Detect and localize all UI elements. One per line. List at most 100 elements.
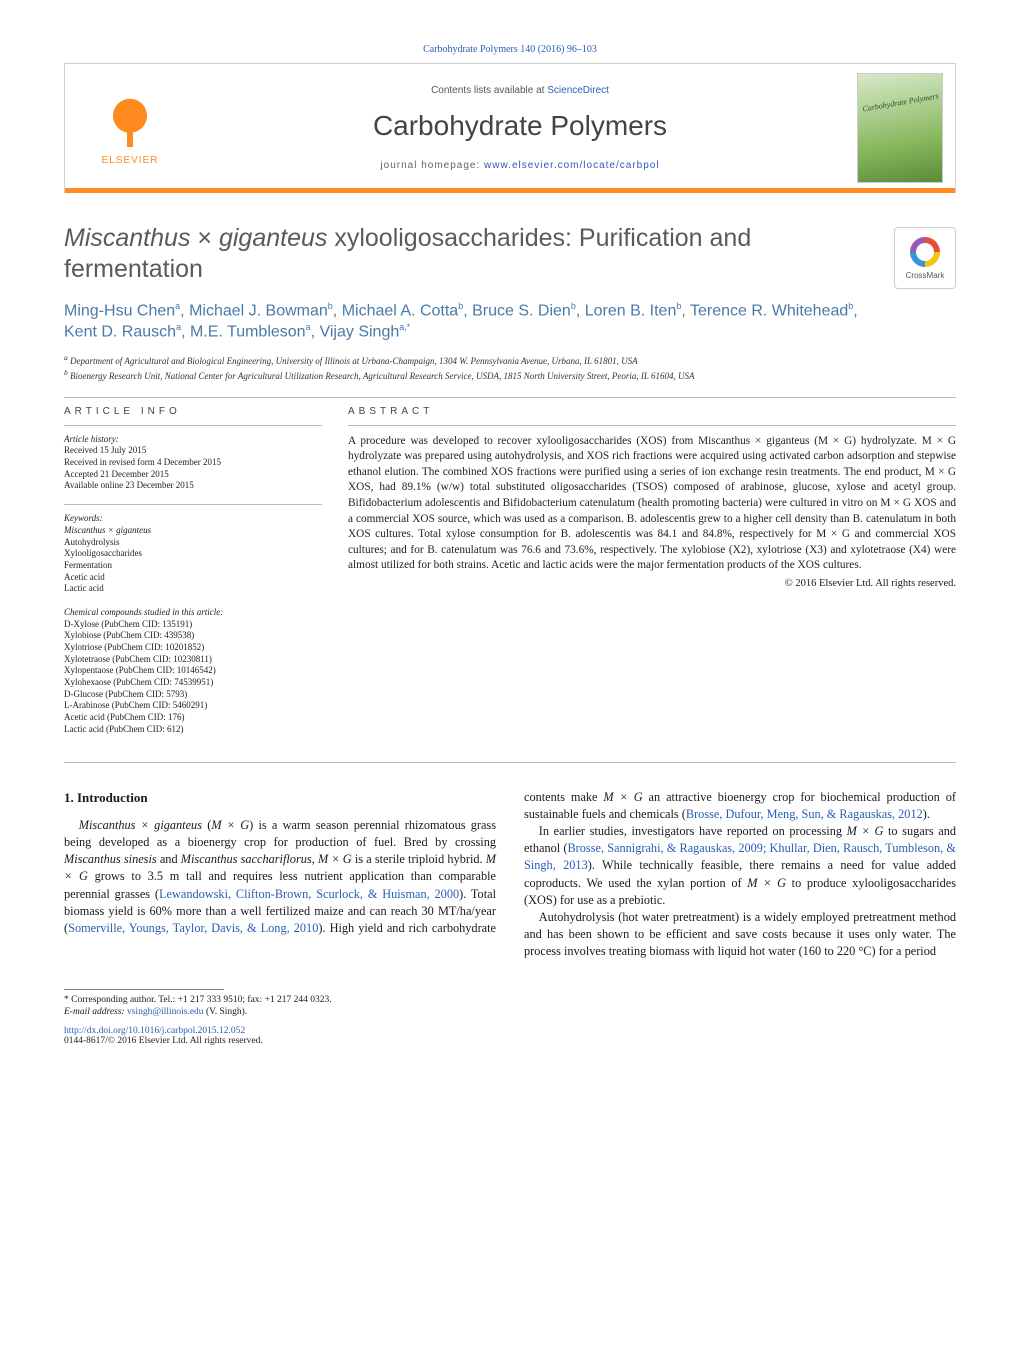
crossmark-icon	[910, 237, 940, 267]
author: Ming-Hsu Chen	[64, 302, 175, 319]
keyword: Xylooligosaccharides	[64, 548, 322, 560]
journal-name: Carbohydrate Polymers	[373, 110, 667, 142]
compound: Xylotriose (PubChem CID: 10201852)	[64, 642, 322, 654]
homepage-link[interactable]: www.elsevier.com/locate/carbpol	[484, 160, 660, 171]
paragraph: In earlier studies, investigators have r…	[524, 823, 956, 909]
text: is a sterile triploid hybrid.	[352, 852, 486, 866]
orange-rule	[65, 188, 955, 193]
header-center: Contents lists available at ScienceDirec…	[195, 64, 845, 192]
article-history: Article history: Received 15 July 2015 R…	[64, 434, 322, 492]
text: M × G	[847, 824, 884, 838]
doi-link[interactable]: http://dx.doi.org/10.1016/j.carbpol.2015…	[64, 1026, 956, 1036]
author: , Michael A. Cotta	[333, 302, 458, 319]
authors-list: Ming-Hsu Chena, Michael J. Bowmanb, Mich…	[64, 300, 884, 344]
affil-marker: a	[64, 353, 68, 362]
title-italic-1: Miscanthus	[64, 224, 190, 252]
publisher-logo-box: ELSEVIER	[65, 64, 195, 192]
text: (	[202, 818, 211, 832]
compound: D-Xylose (PubChem CID: 135191)	[64, 619, 322, 631]
corr-text: Corresponding author. Tel.: +1 217 333 9…	[71, 995, 332, 1005]
author: , Loren B. Iten	[576, 302, 677, 319]
text: Miscanthus × giganteus	[79, 818, 202, 832]
text: M × G	[603, 790, 642, 804]
history-line: Available online 23 December 2015	[64, 480, 322, 492]
text: M × G	[747, 876, 786, 890]
divider	[348, 425, 956, 426]
keyword: Fermentation	[64, 560, 322, 572]
email-line: E-mail address: vsingh@illinois.edu (V. …	[64, 1006, 510, 1018]
history-head: Article history:	[64, 434, 322, 446]
compound: Xylotetraose (PubChem CID: 10230811)	[64, 654, 322, 666]
history-line: Received in revised form 4 December 2015	[64, 457, 322, 469]
keyword: Acetic acid	[64, 572, 322, 584]
section-heading-introduction: 1. Introduction	[64, 789, 496, 807]
affil-sup: a,*	[399, 322, 410, 332]
compound: Lactic acid (PubChem CID: 612)	[64, 724, 322, 736]
email-link[interactable]: vsingh@illinois.edu	[127, 1007, 204, 1017]
author: , Vijay Singh	[311, 324, 400, 341]
author: , M.E. Tumbleson	[181, 324, 306, 341]
elsevier-logo: ELSEVIER	[85, 78, 175, 178]
citation-link[interactable]: 2010	[294, 921, 319, 935]
compound: D-Glucose (PubChem CID: 5793)	[64, 689, 322, 701]
title-italic-2: giganteus	[219, 224, 327, 252]
homepage-prefix: journal homepage:	[380, 160, 484, 171]
divider	[64, 504, 322, 505]
citation-link[interactable]: Lewandowski, Clifton-Brown, Scurlock, & …	[159, 887, 459, 901]
paragraph: Autohydrolysis (hot water pretreatment) …	[524, 909, 956, 961]
history-line: Accepted 21 December 2015	[64, 469, 322, 481]
divider	[64, 397, 956, 398]
keyword: Autohydrolysis	[64, 537, 322, 549]
journal-homepage-line: journal homepage: www.elsevier.com/locat…	[380, 160, 659, 171]
corresponding-author-note: * Corresponding author. Tel.: +1 217 333…	[64, 994, 510, 1006]
copyright-line: © 2016 Elsevier Ltd. All rights reserved…	[348, 578, 956, 589]
text: Autohydrolysis (hot water pretreatment) …	[524, 910, 956, 958]
text: ).	[923, 807, 930, 821]
journal-cover: Carbohydrate Polymers	[857, 73, 943, 183]
citation-link[interactable]: Somerville, Youngs, Taylor, Davis, & Lon…	[68, 921, 290, 935]
affiliations: a Department of Agricultural and Biologi…	[64, 353, 956, 382]
crossmark-label: CrossMark	[906, 271, 945, 280]
text: M × G	[318, 852, 352, 866]
keywords-block: Keywords: Miscanthus × giganteus Autohyd…	[64, 513, 322, 595]
email-who: (V. Singh).	[204, 1007, 248, 1017]
compound: L-Arabinose (PubChem CID: 5460291)	[64, 700, 322, 712]
crossmark-badge[interactable]: CrossMark	[894, 227, 956, 289]
contents-available-line: Contents lists available at ScienceDirec…	[431, 85, 609, 96]
text: and	[157, 852, 181, 866]
text: In earlier studies, investigators have r…	[539, 824, 847, 838]
citation-link[interactable]: Brosse, Dufour, Meng, Sun, & Ragauskas, …	[686, 807, 923, 821]
article-info-column: article info Article history: Received 1…	[64, 406, 322, 748]
keywords-head: Keywords:	[64, 513, 322, 525]
body-text: 1. Introduction Miscanthus × giganteus (…	[64, 789, 956, 961]
compound: Xylopentaose (PubChem CID: 10146542)	[64, 665, 322, 677]
footnotes: * Corresponding author. Tel.: +1 217 333…	[64, 994, 510, 1019]
journal-header: ELSEVIER Contents lists available at Sci…	[64, 63, 956, 193]
author: , Michael J. Bowman	[180, 302, 328, 319]
affiliation-a: Department of Agricultural and Biologica…	[70, 356, 638, 366]
text: M × G	[211, 818, 249, 832]
divider	[64, 762, 956, 763]
citation-line: Carbohydrate Polymers 140 (2016) 96–103	[64, 44, 956, 55]
sciencedirect-link[interactable]: ScienceDirect	[547, 85, 609, 96]
article-info-heading: article info	[64, 406, 322, 417]
issn-copyright: 0144-8617/© 2016 Elsevier Ltd. All right…	[64, 1036, 956, 1046]
author: , Bruce S. Dien	[463, 302, 571, 319]
publisher-name: ELSEVIER	[102, 155, 159, 166]
text: Miscanthus sacchariflorus	[181, 852, 312, 866]
article-title: Miscanthus × giganteus xylooligosacchari…	[64, 223, 844, 286]
text: Miscanthus sinesis	[64, 852, 157, 866]
abstract-text: A procedure was developed to recover xyl…	[348, 434, 956, 574]
title-times: ×	[190, 224, 219, 252]
compound: Xylohexaose (PubChem CID: 74539951)	[64, 677, 322, 689]
elsevier-tree-icon	[102, 91, 158, 153]
chemical-compounds-block: Chemical compounds studied in this artic…	[64, 607, 322, 736]
cover-title: Carbohydrate Polymers	[862, 91, 940, 113]
cover-box: Carbohydrate Polymers	[845, 64, 955, 192]
abstract-heading: abstract	[348, 406, 956, 417]
footnote-rule	[64, 989, 224, 990]
email-label: E-mail address:	[64, 1007, 127, 1017]
affiliation-b: Bioenergy Research Unit, National Center…	[70, 371, 695, 381]
keyword: Lactic acid	[64, 583, 322, 595]
contents-prefix: Contents lists available at	[431, 85, 547, 96]
